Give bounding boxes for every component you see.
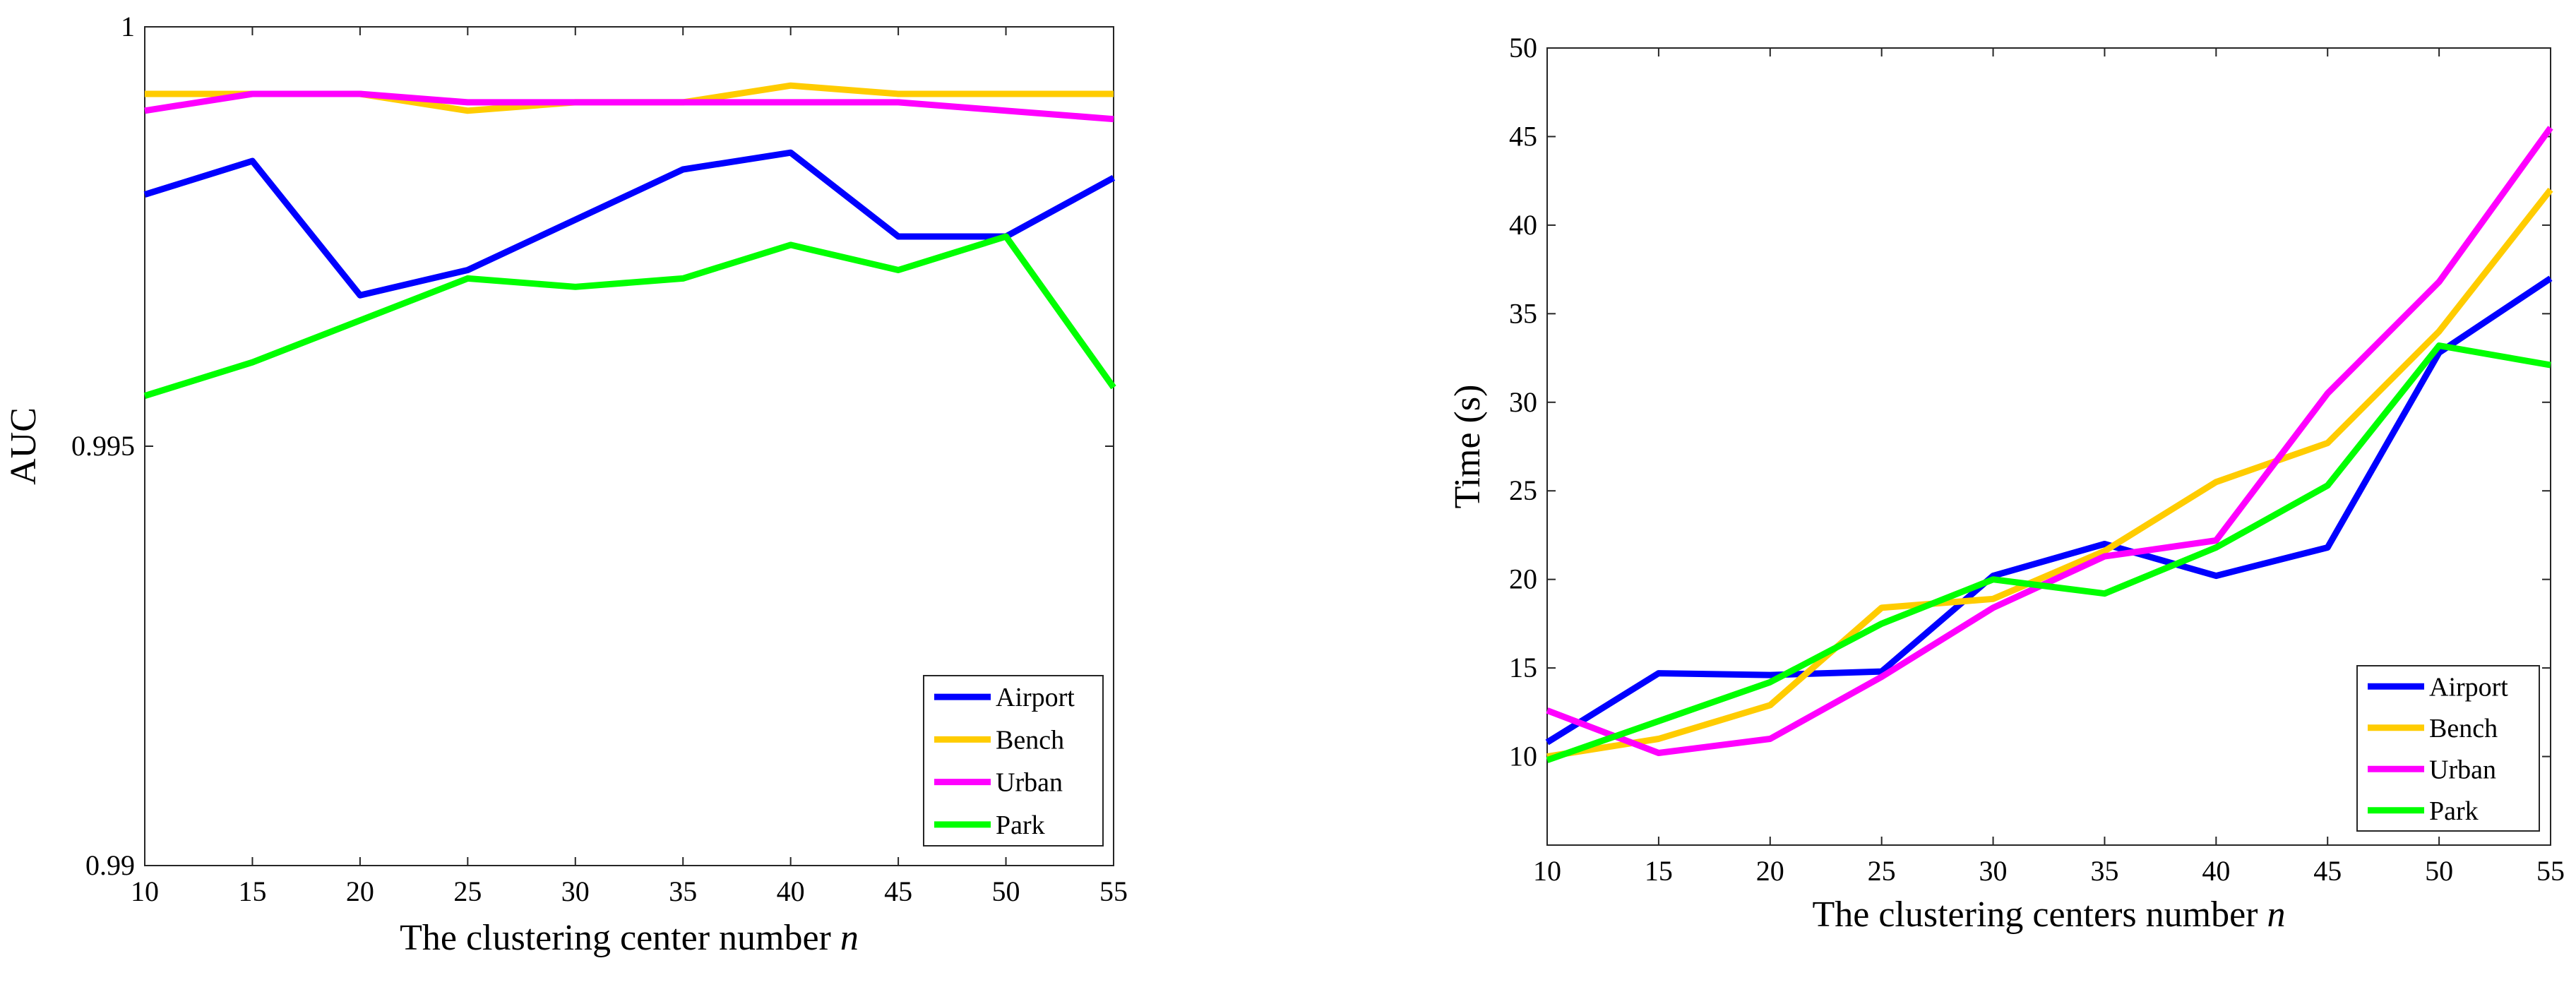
time-x-tick-label: 35 bbox=[2090, 855, 2118, 887]
auc-x-tick-label: 50 bbox=[992, 875, 1020, 907]
time-y-tick-label: 50 bbox=[1509, 32, 1537, 64]
time-series-airport-line bbox=[1545, 275, 2553, 746]
time-x-tick-label: 20 bbox=[1756, 855, 1784, 887]
auc-y-tick-label: 0.995 bbox=[71, 430, 135, 462]
time-x-axis-variable: n bbox=[2267, 895, 2285, 935]
time-x-tick-label: 30 bbox=[1979, 855, 2008, 887]
time-y-tick-label: 15 bbox=[1509, 652, 1537, 683]
time-x-tick-label: 25 bbox=[1868, 855, 1896, 887]
time-x-axis-label: The clustering centers number n bbox=[1813, 895, 2286, 935]
time-y-tick-label: 10 bbox=[1509, 741, 1537, 772]
auc-x-tick-label: 10 bbox=[131, 875, 159, 907]
auc-y-tick-label: 1 bbox=[121, 11, 135, 42]
time-series-bench-line bbox=[1546, 187, 2553, 760]
auc-legend-label-airport: Airport bbox=[996, 683, 1075, 712]
auc-series-urban-line bbox=[144, 90, 1114, 123]
auc-x-tick-label: 15 bbox=[238, 875, 266, 907]
time-axes-box bbox=[1546, 47, 2551, 846]
time-x-tick-label: 50 bbox=[2425, 855, 2453, 887]
auc-x-tick-label: 20 bbox=[346, 875, 374, 907]
auc-y-axis-label: AUC bbox=[4, 407, 44, 485]
time-x-tick-label: 45 bbox=[2313, 855, 2342, 887]
auc-legend-label-bench: Bench bbox=[996, 725, 1064, 755]
time-y-tick-label: 35 bbox=[1509, 297, 1537, 329]
time-legend-label-bench: Bench bbox=[2429, 714, 2498, 743]
auc-x-tick-label: 30 bbox=[561, 875, 590, 907]
time-legend-label-park: Park bbox=[2429, 796, 2479, 826]
auc-x-axis-variable: n bbox=[840, 918, 859, 958]
auc-legend-label-urban: Urban bbox=[996, 768, 1063, 798]
time-legend-label-airport: Airport bbox=[2429, 672, 2508, 702]
time-x-tick-label: 10 bbox=[1533, 855, 1561, 887]
time-y-tick-label: 30 bbox=[1509, 386, 1537, 418]
auc-x-tick-label: 45 bbox=[884, 875, 912, 907]
auc-series-park-line bbox=[143, 233, 1116, 399]
auc-x-tick-label: 35 bbox=[669, 875, 697, 907]
time-legend bbox=[2356, 665, 2540, 832]
time-legend-label-urban: Urban bbox=[2429, 755, 2496, 784]
auc-chart: 10 15 20 25 30 35 40 45 50 55 0.99 0.995 1 The cluste… bbox=[4, 11, 1128, 958]
auc-x-tick-label: 25 bbox=[453, 875, 482, 907]
time-y-tick-label: 25 bbox=[1509, 474, 1537, 506]
auc-x-axis-label: The clustering center number n bbox=[400, 918, 859, 958]
time-series-park-line bbox=[1546, 342, 2551, 763]
auc-x-tick-label: 55 bbox=[1099, 875, 1128, 907]
time-y-tick-label: 40 bbox=[1509, 209, 1537, 241]
time-chart: 10 15 20 25 30 35 40 45 50 55 10 15 20 25 30 35 40 45 50 Th… bbox=[1448, 32, 2565, 935]
auc-x-tick-label: 40 bbox=[777, 875, 805, 907]
auc-y-tick-label: 0.99 bbox=[85, 849, 135, 881]
auc-series-airport-line bbox=[143, 149, 1116, 299]
time-series-urban-line bbox=[1546, 126, 2553, 756]
auc-legend-label-park: Park bbox=[996, 810, 1045, 840]
time-x-tick-label: 15 bbox=[1645, 855, 1673, 887]
time-y-axis-label: Time (s) bbox=[1448, 385, 1488, 509]
time-y-tick-label: 45 bbox=[1509, 120, 1537, 152]
time-x-tick-label: 55 bbox=[2536, 855, 2565, 887]
time-x-tick-label: 40 bbox=[2202, 855, 2230, 887]
auc-legend bbox=[923, 675, 1104, 847]
time-y-tick-label: 20 bbox=[1509, 563, 1537, 595]
